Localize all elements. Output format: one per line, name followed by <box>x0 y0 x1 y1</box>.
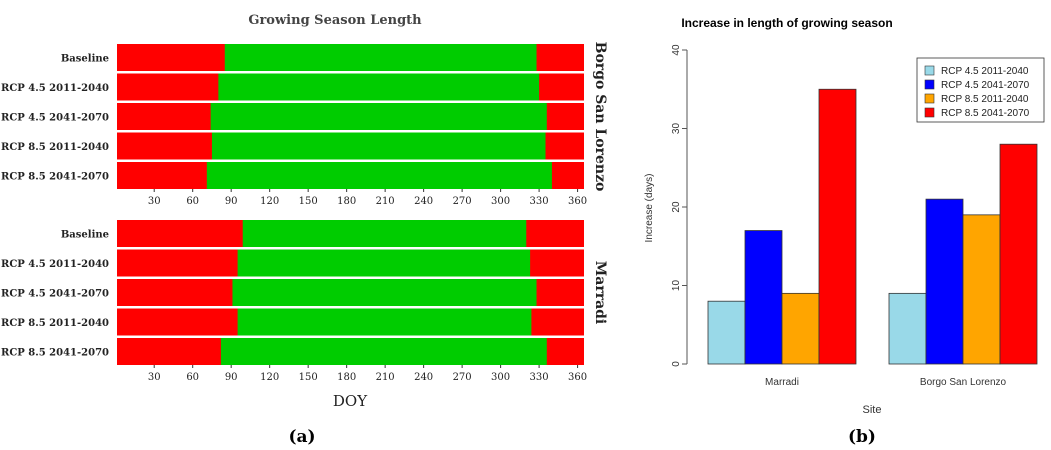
site-label: Borgo San Lorenzo <box>592 42 608 192</box>
x-tick-label: 210 <box>376 196 395 207</box>
chart-a-xlabel: DOY <box>333 392 368 410</box>
season-bar <box>206 162 552 189</box>
legend-swatch <box>924 107 935 118</box>
bar <box>925 198 964 365</box>
bar <box>818 88 857 365</box>
season-bar <box>210 103 547 130</box>
category-label: RCP 4.5 2011-2040 <box>1 259 109 270</box>
x-tick-label: 150 <box>299 196 318 207</box>
y-tick-label: 30 <box>671 123 682 135</box>
season-bar <box>237 308 532 336</box>
x-tick-label: 30 <box>148 372 161 383</box>
x-tick-label: 60 <box>186 196 199 207</box>
x-tick-label: 270 <box>453 372 472 383</box>
x-tick-label: 120 <box>260 372 279 383</box>
legend-swatch <box>924 93 935 104</box>
x-tick-label: 300 <box>491 372 510 383</box>
legend-label: RCP 4.5 2011-2040 <box>941 66 1029 77</box>
x-tick-label: 150 <box>299 372 318 383</box>
legend-swatch <box>924 65 935 76</box>
site-label: Marradi <box>592 261 608 325</box>
season-bar <box>242 220 527 247</box>
season-bar <box>224 44 537 71</box>
category-label: RCP 4.5 2041-2070 <box>1 113 109 124</box>
growing-season-increase-chart: Increase in length of growing season 0 10… <box>644 16 1045 447</box>
x-tick-label: 330 <box>530 372 549 383</box>
x-tick-label: 180 <box>337 196 356 207</box>
x-tick-label: 330 <box>530 196 549 207</box>
bar <box>707 300 746 365</box>
x-tick-label: 30 <box>148 196 161 207</box>
bar <box>744 230 783 365</box>
season-bar <box>218 73 540 101</box>
bar <box>781 292 820 365</box>
y-tick-label: 40 <box>671 44 682 56</box>
bar <box>888 292 927 365</box>
category-label: Borgo San Lorenzo <box>920 377 1007 388</box>
y-tick-label: 10 <box>671 280 682 292</box>
category-label: Marradi <box>765 377 799 388</box>
x-tick-label: 360 <box>568 196 587 207</box>
chart-b-xlabel: Site <box>863 404 882 416</box>
x-tick-label: 360 <box>568 372 587 383</box>
legend-label: RCP 4.5 2041-2070 <box>941 80 1030 91</box>
bar <box>999 143 1038 365</box>
category-label: RCP 8.5 2041-2070 <box>1 172 109 183</box>
x-tick-label: 240 <box>414 372 433 383</box>
category-label: RCP 4.5 2041-2070 <box>1 289 109 300</box>
season-bar <box>220 338 547 365</box>
season-bar <box>211 132 546 160</box>
season-bar <box>237 249 531 277</box>
category-label: RCP 8.5 2011-2040 <box>1 318 109 329</box>
x-tick-label: 210 <box>376 372 395 383</box>
chart-a-title: Growing Season Length <box>248 13 422 28</box>
y-tick-label: 0 <box>671 361 682 367</box>
panel-b-label: (b) <box>848 427 876 447</box>
season-bar <box>232 279 537 306</box>
chart-b-ylabel: Increase (days) <box>644 174 655 243</box>
x-tick-label: 300 <box>491 196 510 207</box>
facet-0: Baseline RCP 4.5 2011-2040 RCP 4.5 2041-20… <box>1 42 608 207</box>
bar <box>962 214 1001 365</box>
legend-box <box>916 57 1045 123</box>
x-tick-label: 90 <box>225 372 238 383</box>
x-tick-label: 90 <box>225 196 238 207</box>
category-label: RCP 8.5 2041-2070 <box>1 348 109 359</box>
category-label: RCP 4.5 2011-2040 <box>1 83 109 94</box>
growing-season-length-chart: Growing Season Length Baseline RCP 4.5 20… <box>1 13 608 447</box>
x-tick-label: 240 <box>414 196 433 207</box>
x-tick-label: 60 <box>186 372 199 383</box>
legend-label: RCP 8.5 2041-2070 <box>941 108 1030 119</box>
facet-1: Baseline RCP 4.5 2011-2040 RCP 4.5 2041-20… <box>1 220 608 383</box>
panel-a-label: (a) <box>288 427 315 447</box>
y-tick-label: 20 <box>671 201 682 213</box>
x-tick-label: 120 <box>260 196 279 207</box>
x-tick-label: 180 <box>337 372 356 383</box>
x-tick-label: 270 <box>453 196 472 207</box>
legend: RCP 4.5 2011-2040 RCP 4.5 2041-2070 RCP 8.… <box>916 57 1045 123</box>
category-label: Baseline <box>61 230 109 241</box>
category-label: RCP 8.5 2011-2040 <box>1 142 109 153</box>
chart-b-title: Increase in length of growing season <box>681 16 892 30</box>
category-label: Baseline <box>61 54 109 65</box>
legend-label: RCP 8.5 2011-2040 <box>941 94 1029 105</box>
legend-swatch <box>924 79 935 90</box>
